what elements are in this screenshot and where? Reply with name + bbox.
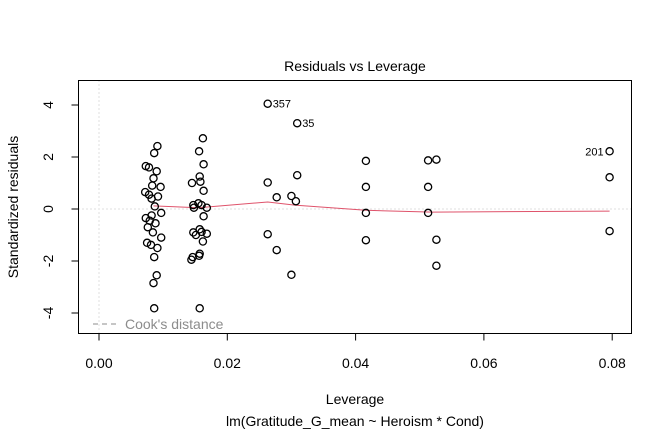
points xyxy=(140,99,614,313)
data-point xyxy=(432,261,441,270)
data-point xyxy=(149,252,159,262)
data-point xyxy=(272,193,281,202)
x-tick-label: 0.06 xyxy=(470,355,497,371)
data-point xyxy=(605,226,614,236)
y-tick-label: 4 xyxy=(40,101,56,109)
data-point xyxy=(605,173,614,182)
data-point xyxy=(291,196,301,206)
point-label: 201 xyxy=(585,146,603,158)
data-point xyxy=(147,181,157,190)
data-point xyxy=(423,182,433,192)
data-point xyxy=(156,208,166,218)
x-tick-label: 0.04 xyxy=(342,355,369,371)
data-point xyxy=(196,177,205,186)
data-point xyxy=(423,156,433,165)
data-point xyxy=(151,219,160,228)
y-tick-label: 2 xyxy=(40,153,56,161)
chart-title: Residuals vs Leverage xyxy=(284,58,426,74)
data-point xyxy=(149,148,159,158)
data-point xyxy=(153,141,162,151)
data-point xyxy=(605,147,614,156)
data-point xyxy=(361,156,371,166)
data-point xyxy=(292,170,302,180)
data-point xyxy=(287,191,296,201)
x-tick-label: 0.00 xyxy=(85,355,112,371)
legend: Cook's distance xyxy=(93,316,224,332)
data-point xyxy=(195,172,204,181)
data-point xyxy=(189,203,199,212)
data-point xyxy=(150,202,160,211)
data-point xyxy=(152,271,161,280)
data-point xyxy=(202,229,212,238)
point-labels: 357 35 201 xyxy=(273,99,604,159)
data-point xyxy=(153,243,162,253)
y-tick-label: 0 xyxy=(40,205,56,213)
data-point xyxy=(153,192,163,201)
data-point xyxy=(272,245,281,255)
data-point xyxy=(423,208,433,218)
point-label: 35 xyxy=(302,118,314,130)
data-point xyxy=(152,167,161,176)
data-point xyxy=(194,147,204,156)
y-tick-label: -2 xyxy=(40,255,56,268)
data-point xyxy=(287,270,296,280)
data-point xyxy=(149,304,159,313)
data-point xyxy=(148,228,158,237)
data-point xyxy=(361,235,371,245)
data-point xyxy=(199,186,208,196)
data-point xyxy=(144,163,154,172)
data-point xyxy=(292,118,302,128)
data-point xyxy=(263,229,272,239)
cooks-distance-legend-label: Cook's distance xyxy=(125,316,224,332)
data-point xyxy=(195,304,204,313)
data-point xyxy=(143,222,153,232)
data-point xyxy=(195,249,204,258)
y-axis-title: Standardized residuals xyxy=(5,136,21,278)
smoother-line xyxy=(153,201,610,213)
data-point xyxy=(432,235,441,244)
data-point xyxy=(156,182,165,192)
x-tick-label: 0.08 xyxy=(599,355,626,371)
data-point xyxy=(197,227,206,237)
data-point xyxy=(187,178,197,188)
data-point xyxy=(263,99,272,108)
x-axis-subtitle: lm(Gratitude_G_mean ~ Heroism * Cond) xyxy=(226,413,484,429)
data-point xyxy=(199,160,208,169)
plot-frame xyxy=(78,80,632,334)
data-point xyxy=(198,237,208,246)
data-point xyxy=(197,200,206,210)
x-axis: 0.00 0.02 0.04 0.06 0.08 xyxy=(85,333,626,371)
data-point xyxy=(199,212,208,221)
data-point xyxy=(361,208,371,218)
smoother xyxy=(153,201,610,213)
data-point xyxy=(361,182,371,192)
point-label: 357 xyxy=(273,99,291,111)
data-point xyxy=(432,155,441,164)
y-axis: 4 2 0 -2 -4 xyxy=(40,101,79,319)
data-point xyxy=(263,178,272,187)
data-point xyxy=(149,174,158,183)
data-point xyxy=(156,233,166,242)
y-tick-label: -4 xyxy=(40,307,56,320)
reference-lines xyxy=(78,80,632,334)
data-point xyxy=(202,203,212,212)
data-point xyxy=(198,134,208,143)
x-axis-title: Leverage xyxy=(326,391,385,407)
x-tick-label: 0.02 xyxy=(214,355,241,371)
data-point xyxy=(149,278,158,288)
